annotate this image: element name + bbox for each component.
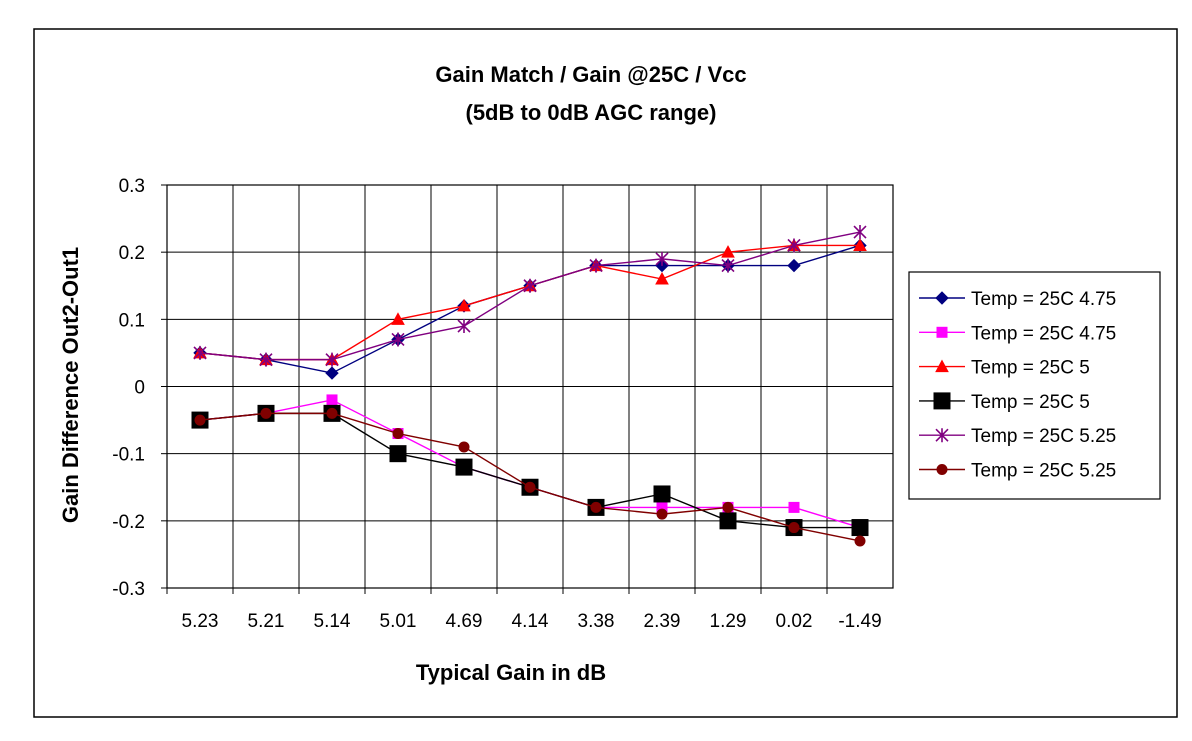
data-point	[259, 352, 273, 367]
data-point	[722, 501, 734, 513]
legend-label: Temp = 25C 4.75	[971, 289, 1116, 310]
data-point	[936, 464, 948, 475]
data-point	[721, 258, 735, 273]
legend-label: Temp = 25C 4.75	[971, 323, 1116, 344]
plot-area-frame	[166, 184, 894, 589]
data-point	[457, 298, 471, 312]
data-point	[853, 225, 867, 240]
data-point	[853, 238, 867, 251]
series-6	[194, 407, 866, 547]
x-tick-label: 4.69	[446, 611, 483, 632]
legend-label: Temp = 25C 5.25	[971, 426, 1116, 447]
y-tick-labels: 0.3 0.2 0.1 0 -0.1 -0.2 -0.3	[112, 176, 145, 600]
data-point	[326, 407, 338, 419]
data-point	[936, 326, 948, 338]
data-point	[325, 366, 339, 380]
y-tick-label: 0.1	[119, 310, 145, 331]
data-point	[787, 238, 801, 253]
data-point	[721, 245, 735, 258]
x-tick-label: 3.38	[578, 611, 615, 632]
data-point	[656, 508, 668, 520]
x-tick-label: 2.39	[644, 611, 681, 632]
y-tick-label: 0.2	[119, 243, 145, 264]
legend: Temp = 25C 4.75 Temp = 25C 4.75 Temp = 25C…	[908, 271, 1161, 500]
data-point	[589, 258, 603, 273]
data-point	[935, 428, 949, 443]
data-point	[935, 291, 949, 305]
data-point	[854, 535, 866, 547]
legend-label: Temp = 25C 5	[971, 392, 1090, 413]
data-point	[523, 278, 537, 293]
data-point	[935, 359, 949, 373]
data-point	[392, 428, 404, 440]
data-point	[590, 501, 602, 513]
data-point	[933, 392, 951, 410]
x-tick-label: 5.23	[182, 611, 219, 632]
data-point	[389, 445, 407, 463]
data-point	[326, 394, 338, 406]
x-tick-label: 5.01	[380, 611, 417, 632]
data-point	[194, 414, 206, 426]
grid-layer	[161, 184, 894, 594]
legend-entry: Temp = 25C 4.75	[919, 323, 1116, 344]
legend-entry: Temp = 25C 5.25	[919, 461, 1116, 482]
legend-entry: Temp = 25C 5	[919, 358, 1090, 379]
x-tick-labels: 5.23 5.21 5.14 5.01 4.69 4.14 3.38 2.39 1.29 0.02…	[182, 611, 882, 632]
x-axis-label: Typical Gain in dB	[416, 660, 606, 685]
legend-box	[908, 271, 1161, 500]
data-point	[788, 522, 800, 534]
data-point	[524, 481, 536, 493]
data-point	[458, 441, 470, 453]
y-tick-label: 0	[134, 378, 145, 399]
legend-entry: Temp = 25C 5	[919, 392, 1090, 413]
data-point	[260, 407, 272, 419]
legend-entry: Temp = 25C 5.25	[919, 426, 1116, 447]
x-tick-label: 5.21	[248, 611, 285, 632]
data-point	[655, 271, 669, 285]
data-point	[851, 519, 869, 537]
data-point	[787, 258, 801, 273]
y-tick-label: -0.2	[112, 512, 145, 533]
data-point	[325, 352, 339, 367]
y-tick-label: -0.3	[112, 579, 145, 600]
x-tick-label: 4.14	[512, 611, 549, 632]
data-point	[655, 251, 669, 266]
series-layer	[191, 225, 869, 547]
y-axis-label: Gain Difference Out2-Out1	[58, 247, 83, 523]
data-point	[391, 312, 405, 325]
y-tick-label: -0.1	[112, 445, 145, 466]
x-tick-label: 5.14	[314, 611, 351, 632]
legend-label: Temp = 25C 5.25	[971, 461, 1116, 482]
legend-entry: Temp = 25C 4.75	[919, 289, 1116, 310]
data-point	[457, 319, 471, 334]
x-tick-label: -1.49	[838, 611, 881, 632]
x-tick-label: 0.02	[776, 611, 813, 632]
chart-title: Gain Match / Gain @25C / Vcc	[435, 62, 746, 87]
data-point	[455, 458, 473, 476]
data-point	[193, 345, 207, 360]
series-5	[193, 225, 867, 367]
legend-label: Temp = 25C 5	[971, 358, 1090, 379]
chart-subtitle: (5dB to 0dB AGC range)	[466, 100, 717, 125]
data-point	[391, 332, 405, 347]
data-point	[719, 512, 737, 530]
y-tick-label: 0.3	[119, 176, 145, 197]
x-tick-label: 1.29	[710, 611, 747, 632]
data-point	[788, 501, 800, 513]
data-point	[653, 485, 671, 503]
